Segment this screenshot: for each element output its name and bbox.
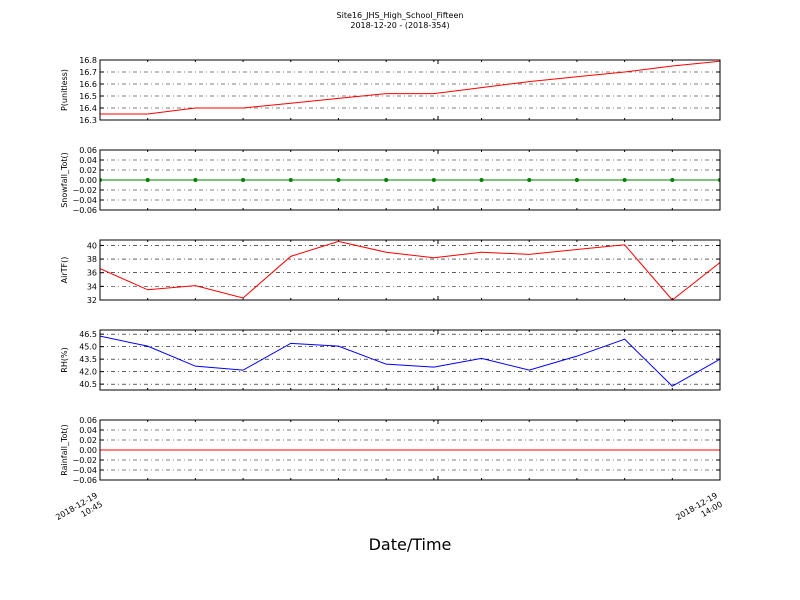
line <box>100 335 720 387</box>
point <box>479 178 484 182</box>
y-tick-label: 45.0 <box>79 343 97 352</box>
y-tick-label: 46.5 <box>79 330 97 339</box>
y-tick-label: 16.4 <box>79 104 97 113</box>
y-axis-label: P(unitless) <box>60 69 69 111</box>
point <box>574 178 579 182</box>
point <box>622 178 627 182</box>
y-tick-label: 16.3 <box>79 116 97 125</box>
y-tick-label: 0.00 <box>79 176 97 185</box>
plot-frame <box>99 59 721 121</box>
plot-frame <box>99 239 721 301</box>
y-tick-label: 40.5 <box>79 380 97 389</box>
figure-title: Site16_JHS_High_School_Fifteen <box>337 11 464 20</box>
y-tick-label: 43.5 <box>79 355 97 364</box>
y-tick-label: 16.5 <box>79 92 97 101</box>
line <box>100 60 720 115</box>
y-tick-label: 0.04 <box>79 156 97 165</box>
plot-frame <box>99 149 721 211</box>
y-tick-label: 0.00 <box>79 446 97 455</box>
y-tick-label: 38 <box>87 255 97 264</box>
point <box>384 178 389 182</box>
y-tick-label: −0.04 <box>72 466 97 475</box>
y-axis-label: AirTF() <box>60 257 69 284</box>
y-tick-label: 16.7 <box>79 68 97 77</box>
point <box>670 178 675 182</box>
y-tick-label: 0.02 <box>79 436 97 445</box>
y-axis-label: Rainfall_Tot() <box>60 424 69 476</box>
x-axis-label: Date/Time <box>369 535 452 554</box>
y-tick-label: 42.0 <box>79 368 97 377</box>
point <box>336 178 341 182</box>
y-tick-label: −0.06 <box>72 476 97 485</box>
y-tick-label: 34 <box>87 282 97 291</box>
y-tick-label: 0.06 <box>79 416 97 425</box>
y-tick-label: −0.02 <box>72 456 97 465</box>
y-tick-label: 36 <box>87 269 97 278</box>
point <box>288 178 293 182</box>
plot-frame <box>99 329 721 391</box>
y-axis-label: RH(%) <box>60 347 69 372</box>
plot-frame <box>99 419 721 481</box>
point <box>431 178 436 182</box>
point <box>145 178 150 182</box>
figure-subtitle: 2018-12-20 - (2018-354) <box>350 21 449 30</box>
y-tick-label: 16.6 <box>79 80 97 89</box>
point <box>527 178 532 182</box>
point <box>241 178 246 182</box>
y-tick-label: 16.8 <box>79 56 97 65</box>
y-tick-label: 40 <box>87 241 97 250</box>
y-tick-label: −0.02 <box>72 186 97 195</box>
y-tick-label: 0.02 <box>79 166 97 175</box>
line <box>100 240 720 300</box>
y-tick-label: 0.06 <box>79 146 97 155</box>
y-tick-label: −0.04 <box>72 196 97 205</box>
y-tick-label: 32 <box>87 296 97 305</box>
point <box>193 178 198 182</box>
y-tick-label: −0.06 <box>72 206 97 215</box>
y-tick-label: 0.04 <box>79 426 97 435</box>
y-axis-label: Snowfall_Tot() <box>60 152 69 208</box>
